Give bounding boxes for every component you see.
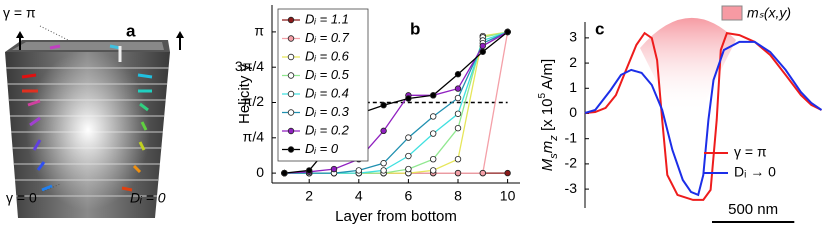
data-point	[405, 95, 412, 102]
data-point	[330, 165, 338, 173]
y-tick-label: 0	[256, 164, 264, 180]
y-tick-label: 3π/4	[235, 58, 264, 74]
legend-marker	[287, 146, 295, 153]
x-tick-label: 6	[405, 188, 413, 204]
legend-marker	[287, 127, 295, 135]
data-point	[380, 102, 387, 109]
shaded-legend-label: mₛ(x,y)	[747, 5, 791, 21]
data-point	[430, 113, 437, 120]
x-tick-label: 2	[305, 188, 313, 204]
data-point	[380, 167, 387, 174]
legend-label: Dᵢ = 0.7	[305, 30, 350, 45]
y-tick-label: 2	[569, 54, 577, 70]
data-point	[454, 94, 462, 102]
legend-box	[277, 8, 369, 162]
data-point	[479, 48, 486, 55]
shaded-region	[640, 17, 736, 113]
data-point	[454, 155, 462, 163]
y-axis-label: Helicity γ	[236, 64, 253, 125]
x-tick-label: 8	[454, 188, 462, 204]
y-axis-label: Msmz [x 105 A/m]	[537, 59, 560, 171]
legend-marker	[287, 16, 295, 24]
data-point	[504, 169, 511, 177]
legend-marker	[287, 90, 295, 98]
y-axis-label-part: M	[539, 158, 556, 171]
y-axis-label-part: A/m]	[539, 59, 556, 93]
y-axis-label-part: z	[548, 135, 560, 142]
data-point	[504, 28, 511, 36]
data-point	[380, 127, 387, 135]
data-point	[430, 130, 437, 137]
parameter-label: Dᵢ = 0	[130, 190, 166, 206]
data-point	[405, 165, 412, 173]
data-point	[430, 155, 437, 163]
series-line	[584, 40, 823, 197]
data-point	[430, 92, 437, 99]
data-point	[454, 71, 462, 78]
data-point	[355, 167, 362, 174]
y-axis-label-part: 5	[537, 93, 548, 99]
data-point	[380, 160, 387, 167]
y-axis-label-part: m	[539, 141, 556, 154]
y-tick-label: π/2	[243, 93, 265, 109]
series-line	[584, 31, 822, 201]
legend-marker	[287, 35, 295, 42]
data-point	[479, 169, 486, 177]
bottom-label: γ = 0	[6, 190, 37, 206]
data-point	[479, 42, 486, 50]
panel-label: a	[126, 21, 136, 40]
legend-label: Dᵢ = 0.5	[305, 67, 350, 82]
data-point	[281, 169, 288, 177]
legend-label: Dᵢ = 0.6	[305, 48, 350, 63]
y-axis-label-part: s	[548, 153, 560, 159]
data-point	[430, 167, 437, 174]
y-tick-label: -2	[565, 155, 578, 171]
y-tick-label: 1	[569, 79, 577, 95]
shaded-legend-swatch	[721, 5, 743, 21]
y-tick-label: 3	[569, 29, 577, 45]
legend-label: γ = π	[734, 144, 767, 160]
panel-label: c	[595, 19, 604, 38]
top-label: γ = π	[3, 5, 36, 21]
panel-label: b	[410, 19, 420, 38]
legend-label: Dᵢ = 0.2	[305, 122, 350, 137]
x-tick-label: 4	[355, 188, 363, 204]
legend-label: Dᵢ = 1.1	[305, 11, 349, 26]
legend-marker	[287, 109, 295, 116]
x-axis-label: Layer from bottom	[335, 208, 457, 225]
data-point	[454, 124, 462, 132]
legend-label: Dᵢ = 0.4	[305, 85, 349, 100]
y-tick-label: π	[254, 23, 264, 39]
legend-label: Dᵢ = 0	[305, 141, 339, 156]
scale-bar-label: 500 nm	[728, 201, 778, 218]
y-tick-label: -3	[565, 180, 578, 196]
legend-marker	[287, 72, 295, 79]
data-point	[454, 85, 462, 92]
panel-a-illustration	[5, 25, 184, 218]
y-tick-label: π/4	[243, 129, 265, 145]
legend-marker	[287, 53, 295, 61]
series-line	[284, 31, 508, 174]
y-axis-label-part: [x 10	[539, 99, 556, 136]
data-point	[454, 169, 462, 177]
y-tick-label: -1	[565, 129, 578, 145]
data-point	[306, 167, 313, 174]
data-point	[454, 110, 462, 117]
series-line	[284, 31, 508, 174]
data-point	[405, 152, 412, 160]
legend-label: Dᵢ = 0.3	[305, 104, 350, 119]
x-tick-label: 10	[500, 188, 516, 204]
y-tick-label: 0	[569, 104, 577, 120]
legend-label: Dᵢ → 0	[734, 164, 776, 180]
data-point	[405, 134, 412, 141]
